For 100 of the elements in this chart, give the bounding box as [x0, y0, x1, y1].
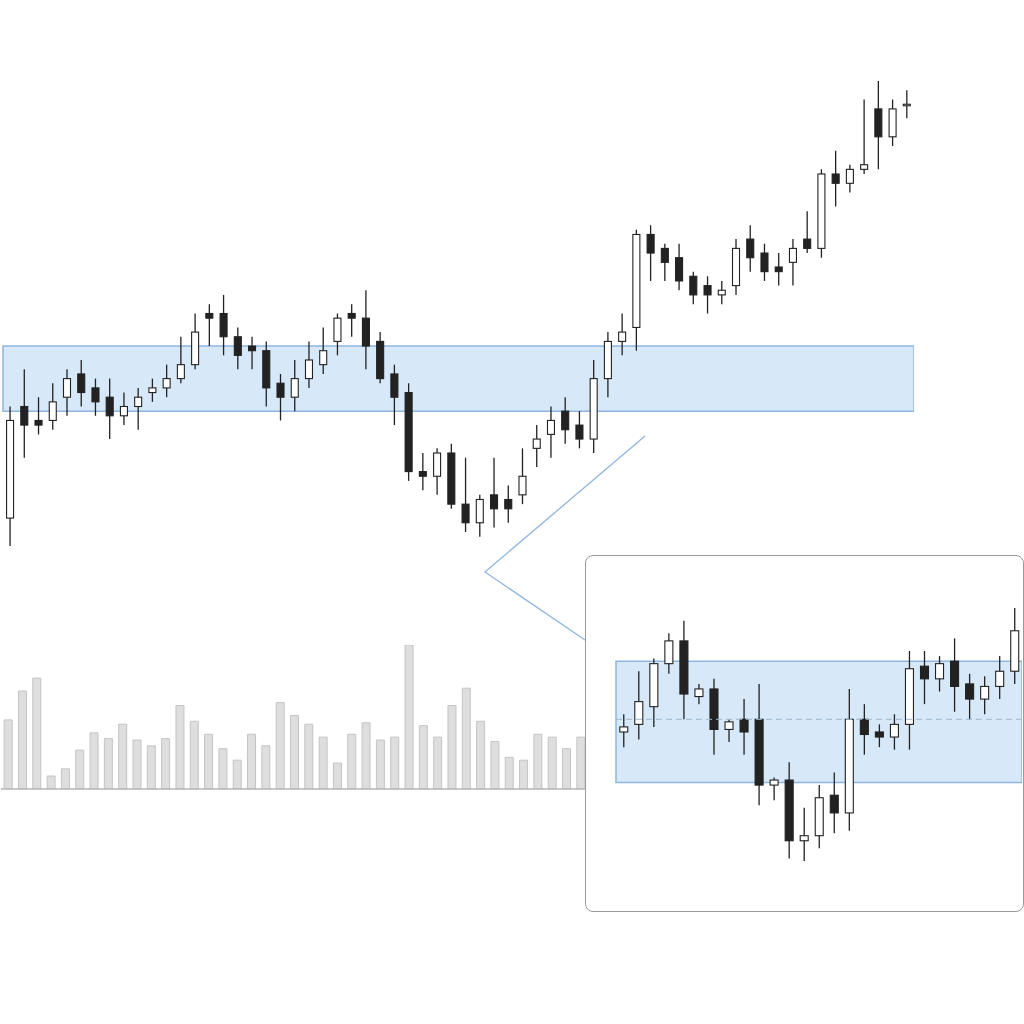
candlestick	[965, 673, 975, 720]
bar	[204, 733, 214, 789]
bar	[75, 749, 85, 789]
bar	[232, 759, 242, 789]
bar	[418, 725, 428, 789]
candlestick	[276, 373, 285, 422]
candlestick	[561, 396, 570, 445]
candlestick	[889, 713, 899, 751]
bar	[189, 720, 199, 789]
candlestick	[859, 703, 869, 756]
candlestick	[760, 243, 769, 282]
candlestick	[619, 713, 629, 748]
candlestick	[62, 368, 72, 417]
bar	[375, 739, 385, 789]
bar	[304, 723, 314, 789]
bar	[332, 762, 342, 789]
candlestick	[660, 243, 669, 282]
candlestick	[347, 303, 356, 338]
candlestick	[304, 340, 314, 389]
candlestick	[703, 275, 712, 315]
bar	[519, 759, 529, 789]
bar	[318, 736, 328, 789]
bar	[576, 736, 586, 789]
candlestick	[418, 452, 427, 491]
candlestick	[205, 303, 214, 347]
candlestick	[333, 312, 342, 356]
candlestick	[724, 718, 734, 743]
candlestick	[290, 359, 299, 412]
candlestick	[518, 447, 527, 505]
candlestick	[489, 457, 499, 529]
bar	[476, 720, 486, 789]
bar	[32, 677, 42, 789]
bar	[461, 687, 471, 789]
candlestick	[788, 238, 797, 287]
candlestick	[461, 457, 470, 533]
candlestick	[162, 364, 171, 398]
candlestick	[694, 683, 704, 705]
bar	[60, 768, 70, 789]
bar	[433, 736, 443, 789]
candlestick	[575, 410, 584, 449]
candlestick	[746, 224, 755, 273]
candlestick	[546, 405, 556, 459]
bar	[275, 702, 285, 789]
candlestick	[717, 280, 726, 305]
candlestick	[105, 377, 114, 440]
candlestick	[919, 650, 930, 705]
bar	[533, 733, 543, 789]
candlestick	[769, 776, 779, 801]
bar	[261, 745, 271, 789]
candlestick	[689, 271, 698, 305]
candlestick	[219, 294, 228, 356]
candlestick	[845, 164, 854, 194]
bar	[89, 732, 99, 789]
candlestick	[646, 224, 655, 282]
bar	[562, 748, 572, 789]
bar	[132, 739, 142, 789]
candlestick	[247, 336, 257, 370]
bar	[347, 733, 357, 789]
candlestick	[504, 484, 513, 524]
candlestick	[390, 364, 399, 426]
candlestick	[980, 675, 990, 715]
bar	[247, 733, 257, 789]
candlestick	[860, 98, 869, 175]
bar	[447, 704, 457, 789]
candlestick	[148, 377, 157, 403]
bar	[3, 719, 13, 789]
bar	[161, 738, 171, 789]
candlestick	[829, 771, 839, 834]
bar	[218, 748, 228, 789]
candlestick	[634, 670, 644, 741]
candlestick	[995, 655, 1005, 700]
candlestick	[774, 252, 783, 287]
candlestick	[319, 326, 328, 375]
candlestick	[874, 723, 884, 748]
candlestick	[803, 210, 812, 254]
candlestick	[34, 396, 43, 436]
candlestick	[532, 424, 541, 468]
candlestick	[739, 698, 749, 756]
bar	[146, 745, 156, 789]
bar	[17, 690, 27, 789]
candlestick	[475, 494, 484, 538]
candlestick	[433, 447, 442, 496]
candlestick	[233, 326, 242, 370]
bar	[361, 722, 371, 789]
bar	[404, 645, 414, 789]
candlestick	[91, 377, 100, 417]
bar	[390, 736, 400, 789]
candlestick	[934, 655, 945, 693]
candlestick	[831, 150, 840, 208]
candlestick	[134, 387, 143, 431]
bar	[103, 738, 113, 789]
bar	[118, 723, 128, 789]
candlestick	[664, 632, 674, 675]
candlestick	[48, 382, 57, 431]
bar	[46, 775, 56, 789]
candlestick	[77, 359, 86, 408]
bar	[490, 740, 500, 789]
candlestick	[675, 243, 684, 291]
bar	[289, 715, 299, 789]
candlestick	[799, 807, 809, 861]
